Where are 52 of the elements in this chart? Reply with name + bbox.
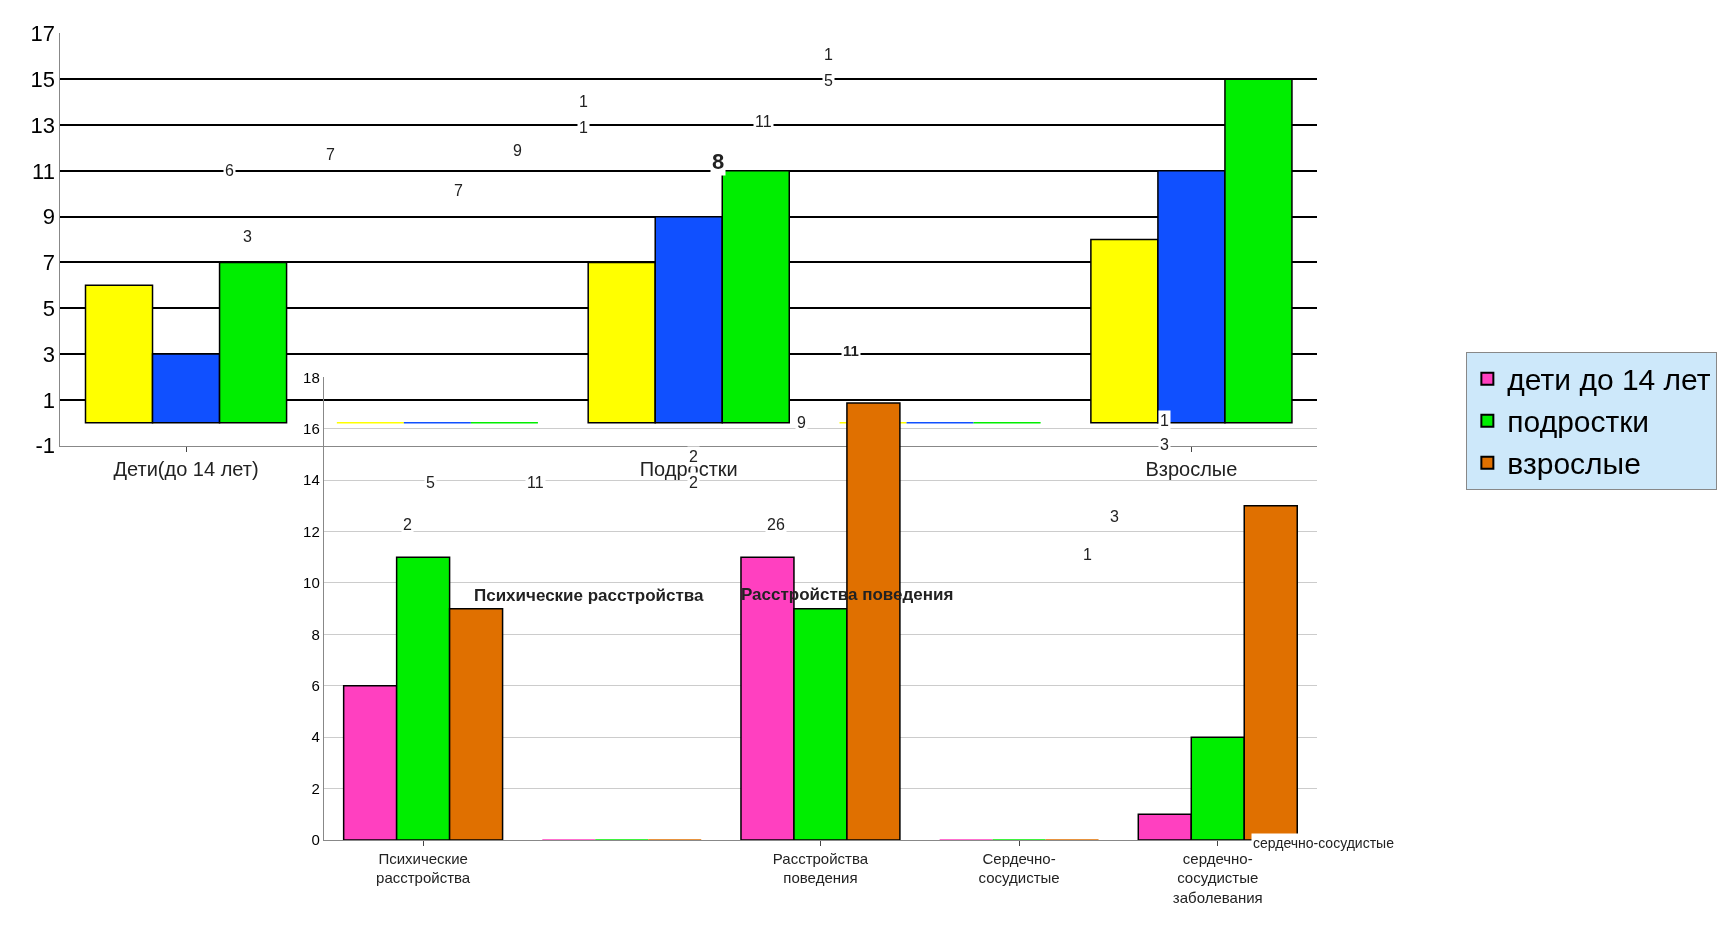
annotation: сердечно-сосудистые (1253, 835, 1395, 851)
annotation: 3 (243, 228, 252, 245)
annotation: 5 (426, 474, 435, 491)
annotation: 1 (579, 119, 588, 136)
annotation: 1 (579, 93, 588, 110)
y-tick-label: 17 (30, 21, 55, 47)
y-tick-label: 6 (311, 676, 320, 694)
y-tick-label: 9 (42, 204, 55, 230)
y-tick-label: 11 (32, 158, 55, 184)
annotation: 1 (824, 46, 833, 63)
y-tick-label: 12 (303, 522, 320, 540)
y-tick-label: 14 (303, 471, 320, 489)
y-tick-label: 0 (311, 831, 320, 849)
annotation: 11 (843, 342, 859, 359)
annotation: 5 (824, 72, 833, 89)
x-tick-label: Дети(до 14 лет) (113, 457, 259, 480)
y-tick-label: 5 (42, 295, 55, 321)
y-tick-label: 3 (42, 341, 55, 367)
annotation: 1 (1160, 412, 1169, 429)
y-tick-label: 2 (311, 779, 320, 797)
annotation: 9 (797, 414, 806, 431)
annotation: 26 (767, 516, 785, 533)
y-tick-label: 1 (42, 387, 55, 413)
annotation: 8 (712, 149, 725, 174)
x-tick-label: Взрослые (1145, 457, 1238, 480)
x-tick-label: Сердечно-сосудистые (978, 849, 1060, 887)
annotation: 9 (513, 142, 522, 159)
y-tick-label: 4 (311, 728, 320, 746)
annotation: 11 (527, 474, 544, 491)
x-tick-label: Психические расстройства (376, 849, 471, 887)
x-tick-label: Расстройства поведения (772, 849, 869, 887)
annotation: 3 (1110, 508, 1119, 525)
legend-label: взрослые (1507, 447, 1641, 481)
x-tick-label: сердечно-сосудистые заболевания (1172, 849, 1263, 906)
annotation: 7 (454, 182, 463, 199)
annotation: 1 (1083, 546, 1092, 563)
annotation: 7 (326, 146, 335, 163)
y-tick-label: -1 (35, 433, 55, 459)
legend-label: дети до 14 лет (1507, 363, 1711, 397)
annotation: 3 (1160, 436, 1169, 453)
y-tick-label: 16 (303, 420, 320, 437)
legend-label: подростки (1507, 405, 1650, 439)
y-tick-label: 15 (30, 66, 55, 92)
y-tick-label: 10 (303, 574, 320, 592)
y-tick-label: 18 (303, 368, 320, 386)
annotation: 11 (755, 113, 772, 130)
annotation: 6 (225, 162, 234, 179)
y-tick-label: 8 (311, 625, 320, 643)
y-tick-label: 7 (42, 250, 55, 276)
annotation: 2 (403, 516, 412, 533)
y-tick-label: 13 (30, 112, 55, 138)
annotation: Психические расстройства (474, 586, 705, 605)
